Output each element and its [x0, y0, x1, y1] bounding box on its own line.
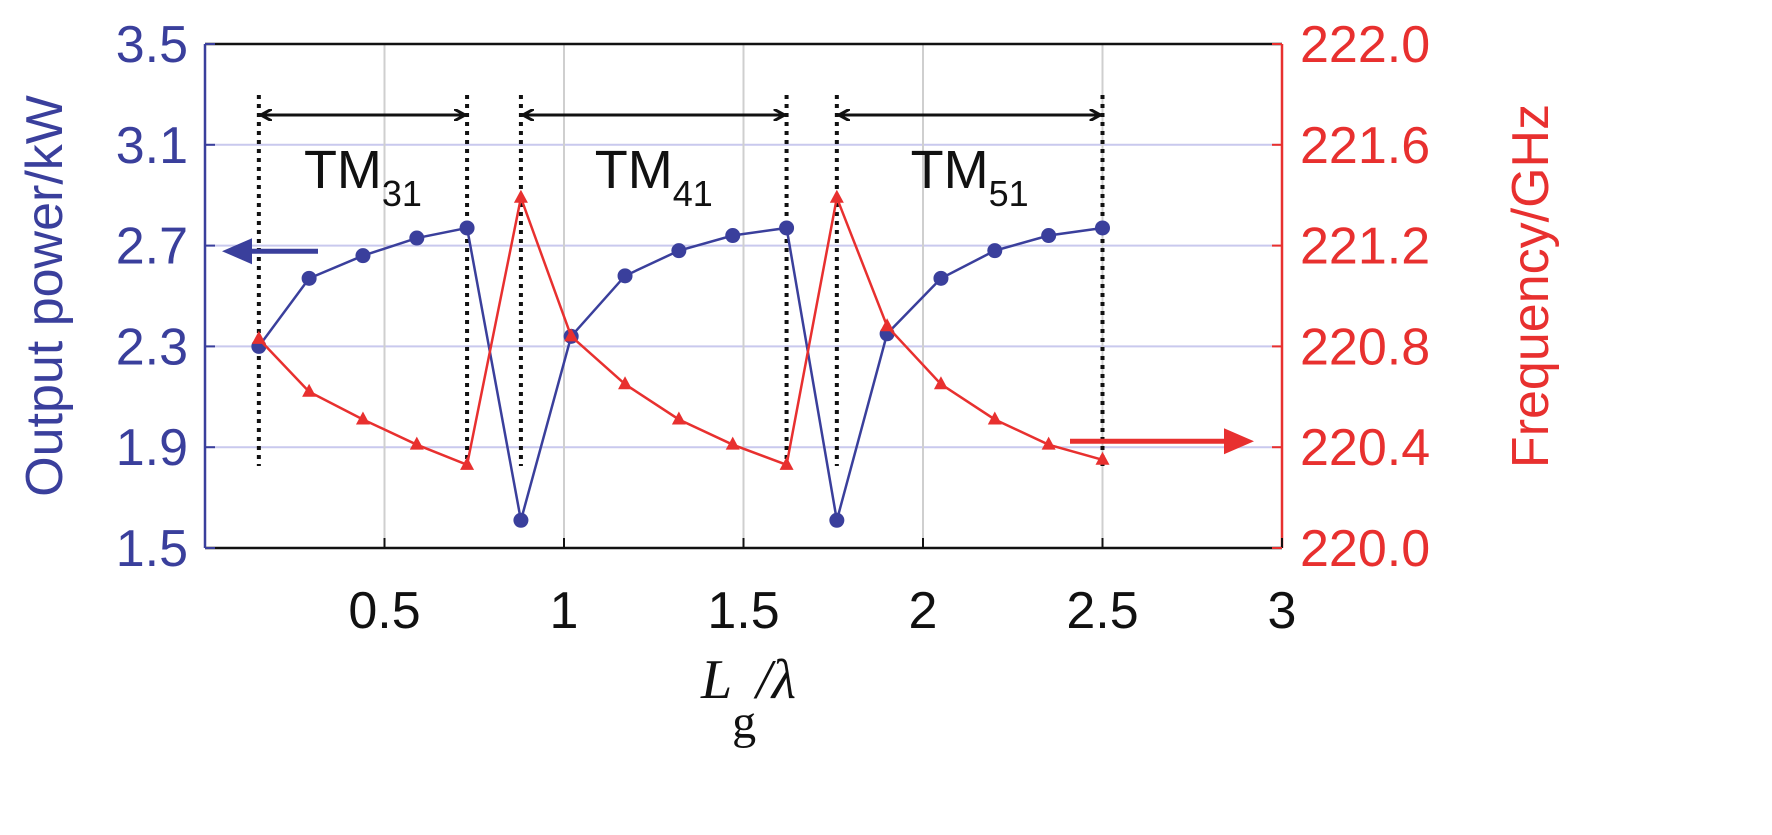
x-axis-label-tail: /λ: [753, 649, 796, 711]
x-tick-label: 1.5: [707, 582, 779, 640]
data-point-power: [829, 512, 845, 528]
axis-labels: Output power/kW Frequency/GHz Lg/λ: [16, 95, 1560, 749]
y-right-tick-label: 221.2: [1300, 218, 1430, 276]
y-left-tick-label: 3.1: [116, 117, 188, 175]
data-point-power: [725, 228, 741, 244]
data-point-power: [355, 248, 371, 264]
y-left-tick-label: 1.9: [116, 419, 188, 477]
y-axis-right-label: Frequency/GHz: [1502, 104, 1560, 468]
y-right-tick-label: 220.0: [1300, 520, 1430, 578]
x-axis-label: Lg/λ: [700, 649, 796, 749]
data-point-power: [933, 270, 949, 286]
data-point-power: [617, 268, 633, 284]
data-point-frequency: [564, 328, 579, 342]
data-point-frequency: [779, 456, 794, 470]
data-point-frequency: [725, 436, 740, 450]
data-point-frequency: [880, 318, 895, 332]
data-point-power: [513, 512, 529, 528]
y-right-tick-label: 222.0: [1300, 16, 1430, 74]
y-right-tick-label: 220.8: [1300, 318, 1430, 376]
mode-label-tm31: TM31: [304, 140, 422, 214]
data-point-frequency: [302, 383, 317, 397]
data-point-power: [409, 230, 425, 246]
data-point-frequency: [251, 330, 266, 344]
data-point-power: [779, 220, 795, 236]
data-point-frequency: [409, 436, 424, 450]
data-point-power: [301, 270, 317, 286]
x-tick-label: 1: [550, 582, 579, 640]
y-left-tick-label: 2.7: [116, 218, 188, 276]
x-tick-label: 2.5: [1066, 582, 1138, 640]
data-point-power: [987, 243, 1003, 259]
x-tick-label: 3: [1268, 582, 1297, 640]
data-point-frequency: [618, 376, 633, 390]
mode-label-tm51: TM51: [911, 140, 1029, 214]
grid: [205, 44, 1282, 548]
y-right-tick-label: 221.6: [1300, 117, 1430, 175]
data-point-frequency: [460, 456, 475, 470]
data-point-frequency: [1095, 451, 1110, 465]
y-right-tick-label: 220.4: [1300, 419, 1430, 477]
x-axis-label-sub: g: [732, 696, 756, 749]
data-point-frequency: [829, 189, 844, 203]
x-tick-label: 0.5: [348, 582, 420, 640]
right-axis-indicator-head: [1224, 428, 1254, 455]
data-point-power: [671, 243, 687, 259]
data-point-frequency: [933, 376, 948, 390]
series-layer: [251, 189, 1110, 528]
data-point-frequency: [1041, 436, 1056, 450]
x-axis-label-main: L: [700, 649, 732, 711]
x-tick-label: 2: [909, 582, 938, 640]
y-left-tick-label: 2.3: [116, 318, 188, 376]
data-point-power: [1095, 220, 1110, 236]
y-left-tick-label: 3.5: [116, 16, 188, 74]
data-point-frequency: [987, 411, 1002, 425]
data-point-power: [459, 220, 475, 236]
data-point-frequency: [671, 411, 686, 425]
y-left-tick-label: 1.5: [116, 520, 188, 578]
left-axis-indicator-head: [222, 238, 252, 265]
plot-frame: [203, 42, 1284, 550]
y-axis-left-label: Output power/kW: [16, 95, 74, 497]
axis-indicator-arrows: [222, 238, 1254, 455]
data-point-frequency: [513, 189, 528, 203]
mode-regions: TM31 TM41 TM51: [256, 95, 1105, 466]
data-point-power: [1041, 228, 1057, 244]
data-point-frequency: [355, 411, 370, 425]
mode-label-tm41: TM41: [595, 140, 713, 214]
tick-labels: 0.5 1 1.5 2 2.5 3 1.5 1.9 2.3 2.7 3.1 3.5 220.0 220.4…: [116, 16, 1430, 640]
